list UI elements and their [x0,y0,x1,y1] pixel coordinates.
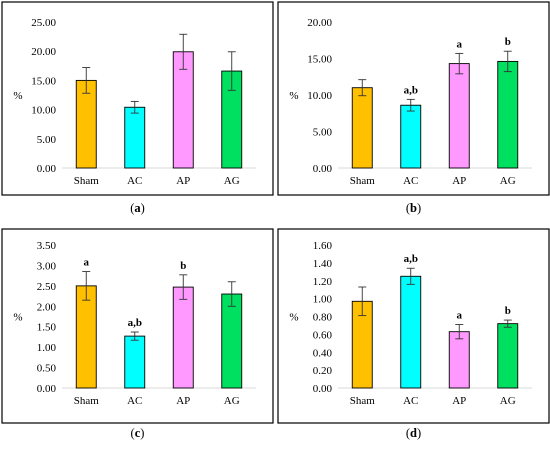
caption-close: ) [140,426,144,440]
significance-label: b [180,260,186,272]
significance-label: a [457,310,463,322]
y-tick-label: 15.00 [307,54,332,66]
y-tick-label: 1.40 [313,258,333,270]
y-tick-label: 1.00 [37,342,57,354]
bar-ac [124,335,146,389]
significance-label: b [505,36,511,48]
caption-letter: a [134,201,141,215]
x-tick-label-ag: AG [500,395,516,407]
significance-label: a,b [404,84,418,96]
panel-caption: (c) [131,426,145,440]
x-tick-label-ag: AG [224,395,240,407]
x-tick-label-ac: AC [403,395,418,407]
panel-caption: (a) [130,201,145,215]
x-tick-label-ap: AP [176,175,190,187]
panel-caption: (d) [406,426,421,440]
y-tick-label: 0.20 [313,365,333,377]
bar-ap [448,331,470,389]
x-tick-label-sham: Sham [350,395,376,407]
bar-ap [172,286,194,389]
x-tick-label-sham: Sham [74,175,100,187]
y-axis-label: % [289,90,298,102]
caption-open: ( [406,426,410,440]
y-tick-label: 1.20 [313,276,333,288]
x-tick-label-ag: AG [224,175,240,187]
y-tick-label: 0.00 [37,163,57,175]
caption-close: ) [417,426,421,440]
y-tick-label: 0.60 [313,329,333,341]
caption-open: ( [131,426,135,440]
x-tick-label-sham: Sham [74,395,100,407]
bar-sham [75,285,97,389]
x-tick-label-ap: AP [452,175,466,187]
x-tick-label-ac: AC [403,175,418,187]
y-axis-label: % [13,90,22,102]
y-tick-label: 2.50 [37,281,57,293]
panel-caption: (b) [406,201,421,215]
significance-label: a,b [128,317,142,329]
y-tick-label: 5.00 [37,134,57,146]
bar-ag [497,323,519,389]
y-tick-label: 1.60 [313,240,333,252]
chart-panel-d: 0.00 0.20 0.40 0.60 0.80 1.00 1.20 1.40 1.60% Sha… [277,228,550,440]
significance-label: b [505,305,511,317]
y-tick-label: 15.00 [31,75,56,87]
y-tick-label: 20.00 [307,17,332,29]
chart-panel-b: 0.00 5.00 10.00 15.00 20.00% Sham a,b AC a AP b AG (… [277,1,550,215]
x-tick-label-sham: Sham [350,175,376,187]
y-tick-label: 25.00 [31,17,56,29]
caption-close: ) [141,201,145,215]
y-tick-label: 1.50 [37,322,57,334]
bar-ag [221,293,243,389]
y-axis-label: % [13,312,22,324]
caption-letter: d [410,426,417,440]
significance-label: a,b [404,253,418,265]
bar-ac [400,275,422,389]
y-tick-label: 3.00 [37,260,57,272]
bar-ac [400,104,422,169]
y-tick-label: 10.00 [31,105,56,117]
y-tick-label: 0.40 [313,347,333,359]
y-tick-label: 2.00 [37,301,57,313]
significance-label: a [84,257,90,269]
y-tick-label: 10.00 [307,90,332,102]
y-tick-label: 5.00 [313,127,333,139]
y-axis-label: % [289,312,298,324]
y-tick-label: 3.50 [37,240,57,252]
y-tick-label: 0.00 [37,383,57,395]
y-tick-label: 0.50 [37,363,57,375]
x-tick-label-ac: AC [127,395,142,407]
caption-open: ( [406,201,410,215]
bar-ap [448,63,470,169]
y-tick-label: 0.80 [313,312,333,324]
y-tick-label: 1.00 [313,294,333,306]
y-tick-label: 0.00 [313,383,333,395]
caption-letter: c [135,426,141,440]
bar-sham [351,87,373,169]
chart-panel-a: 0.00 5.00 10.00 15.00 20.00 25.00% Sham AC AP AG (… [1,1,274,215]
significance-label: a [457,38,463,50]
caption-letter: b [410,201,417,215]
caption-open: ( [130,201,134,215]
x-tick-label-ap: AP [452,395,466,407]
x-tick-label-ap: AP [176,395,190,407]
y-tick-label: 0.00 [313,163,333,175]
chart-panel-c: 0.00 0.50 1.00 1.50 2.00 2.50 3.00 3.50% a Sham a,… [1,228,274,440]
bar-ac [124,106,146,169]
x-tick-label-ac: AC [127,175,142,187]
bar-ag [497,60,519,169]
x-tick-label-ag: AG [500,175,516,187]
y-tick-label: 20.00 [31,46,56,58]
caption-close: ) [417,201,421,215]
